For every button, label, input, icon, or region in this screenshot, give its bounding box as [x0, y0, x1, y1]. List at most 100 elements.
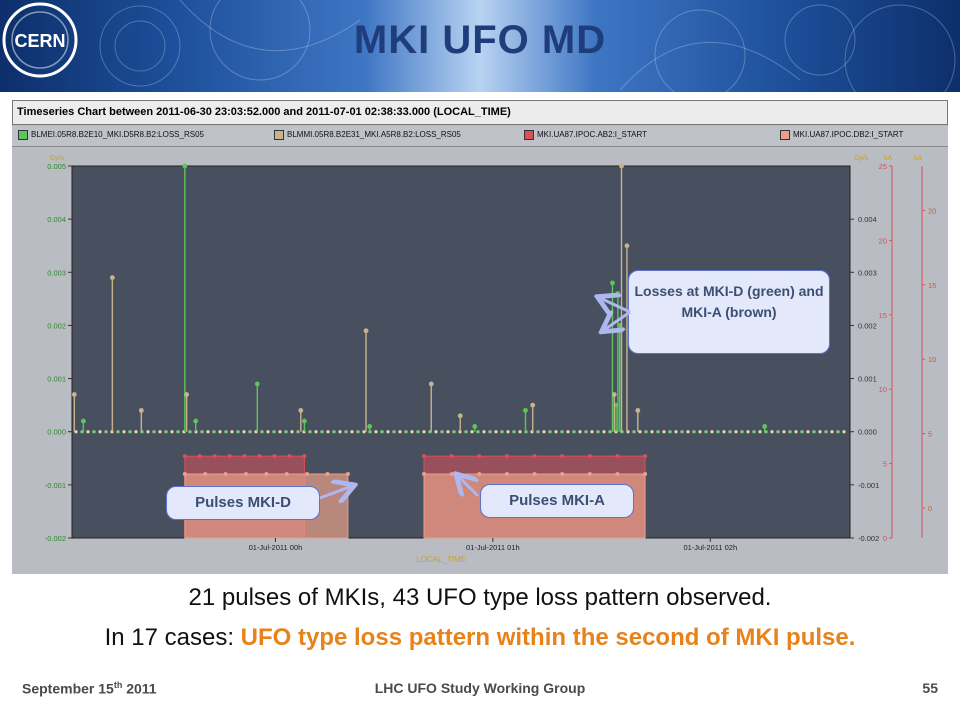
pulse-point	[197, 454, 202, 459]
cern-logo: CERN	[2, 2, 78, 78]
baseline-point	[176, 430, 180, 434]
baseline-point	[86, 430, 90, 434]
loss-spike-point-1-10	[619, 163, 624, 169]
loss-spike-point-0-5	[367, 424, 373, 429]
ka-axis-1-tick-label: 5	[883, 460, 887, 469]
x-tick-label: 01-Jul-2011 01h	[466, 543, 520, 552]
legend-item-ipoc-ab2[interactable]: MKI.UA87.IPOC.AB2:I_START	[524, 130, 647, 140]
pulse-point	[449, 454, 454, 459]
pulse-point	[422, 472, 427, 477]
baseline-point	[842, 430, 846, 434]
baseline-point	[170, 430, 174, 434]
baseline-point	[404, 430, 408, 434]
y-left-tick-label: 0.000	[47, 428, 66, 437]
baseline-point	[92, 430, 96, 434]
baseline-point	[386, 430, 390, 434]
baseline-point	[608, 430, 612, 434]
footer-page-number: 55	[922, 680, 938, 696]
ka-axis-2-tick-label: 20	[928, 206, 936, 215]
y-right-tick-label: 0.004	[858, 215, 877, 224]
baseline-point	[362, 430, 366, 434]
page-title: MKI UFO MD	[353, 18, 607, 62]
baseline-point	[98, 430, 102, 434]
ka-axis-2-tick-label: 15	[928, 281, 936, 290]
loss-spike-point-0-6	[472, 424, 478, 429]
loss-spike-point-0-3	[254, 381, 260, 387]
baseline-point	[470, 430, 474, 434]
baseline-point	[698, 430, 702, 434]
pulse-point	[643, 472, 648, 477]
chart-title: Timeseries Chart between 2011-06-30 23:0…	[17, 106, 511, 118]
baseline-point	[818, 430, 822, 434]
pulse-point	[257, 454, 262, 459]
loss-spike-point-1-8	[530, 402, 536, 408]
legend-swatch	[18, 130, 28, 140]
baseline-point	[122, 430, 126, 434]
y-right-tick-label: -0.002	[858, 534, 879, 543]
loss-spike-point-1-6	[428, 381, 434, 387]
loss-spike-point-1-1	[109, 275, 115, 280]
baseline-point	[314, 430, 318, 434]
baseline-point	[512, 430, 516, 434]
legend-item-blm-mki-d[interactable]: BLMEI.05R8.B2E10_MKI.D5R8.B2:LOSS_RS05	[18, 130, 204, 140]
loss-spike-point-1-0	[71, 392, 77, 397]
pulse-point	[560, 454, 565, 459]
baseline-point	[236, 430, 240, 434]
pulse-point	[305, 472, 310, 477]
legend-swatch	[524, 130, 534, 140]
baseline-point	[578, 430, 582, 434]
baseline-point	[554, 430, 558, 434]
pulse-point	[287, 454, 292, 459]
loss-spike-point-1-9	[611, 392, 617, 397]
baseline-point	[716, 430, 720, 434]
y-right-tick-label: 0.002	[858, 321, 877, 330]
ka-axis-1-unit: kA	[884, 155, 893, 162]
baseline-point	[308, 430, 312, 434]
callout-pulses-mki-d: Pulses MKI-D	[166, 486, 320, 520]
baseline-point	[836, 430, 840, 434]
pulse-point	[302, 454, 307, 459]
baseline-point	[518, 430, 522, 434]
baseline-point	[272, 430, 276, 434]
caption-summary: 21 pulses of MKIs, 43 UFO type loss patt…	[188, 584, 772, 611]
legend-item-ipoc-db2[interactable]: MKI.UA87.IPOC.DB2:I_START	[780, 130, 903, 140]
pulse-point	[532, 454, 537, 459]
loss-spike-point-1-11	[624, 243, 630, 249]
baseline-point	[812, 430, 816, 434]
baseline-point	[206, 430, 210, 434]
baseline-point	[794, 430, 798, 434]
banner-decoration	[99, 0, 956, 92]
baseline-point	[506, 430, 510, 434]
baseline-point	[356, 430, 360, 434]
baseline-point	[320, 430, 324, 434]
pulse-point	[203, 472, 208, 477]
baseline-point	[638, 430, 642, 434]
callout-pulses-mki-a: Pulses MKI-A	[480, 484, 634, 518]
ka-axis-2-tick-label: 0	[928, 504, 932, 513]
chart-header: Timeseries Chart between 2011-06-30 23:0…	[12, 100, 948, 125]
legend-swatch	[780, 130, 790, 140]
legend-label: BLMMI.05R8.B2E31_MKI.A5R8.B2:LOSS_RS05	[287, 130, 461, 140]
baseline-point	[218, 430, 222, 434]
baseline-point	[680, 430, 684, 434]
baseline-point	[410, 430, 414, 434]
baseline-point	[452, 430, 456, 434]
loss-spike-point-0-8	[610, 280, 615, 286]
pulse-point	[223, 472, 228, 477]
baseline-point	[752, 430, 756, 434]
baseline-point	[290, 430, 294, 434]
baseline-point	[824, 430, 828, 434]
baseline-point	[332, 430, 336, 434]
header-banner: CERN	[0, 0, 960, 92]
baseline-point	[116, 430, 120, 434]
baseline-point	[536, 430, 540, 434]
baseline-point	[782, 430, 786, 434]
baseline-point	[374, 430, 378, 434]
pulse-point	[227, 454, 232, 459]
legend-item-blm-mki-a[interactable]: BLMMI.05R8.B2E31_MKI.A5R8.B2:LOSS_RS05	[274, 130, 461, 140]
baseline-point	[422, 430, 426, 434]
baseline-point	[152, 430, 156, 434]
baseline-point	[488, 430, 492, 434]
baseline-point	[722, 430, 726, 434]
baseline-point	[344, 430, 348, 434]
